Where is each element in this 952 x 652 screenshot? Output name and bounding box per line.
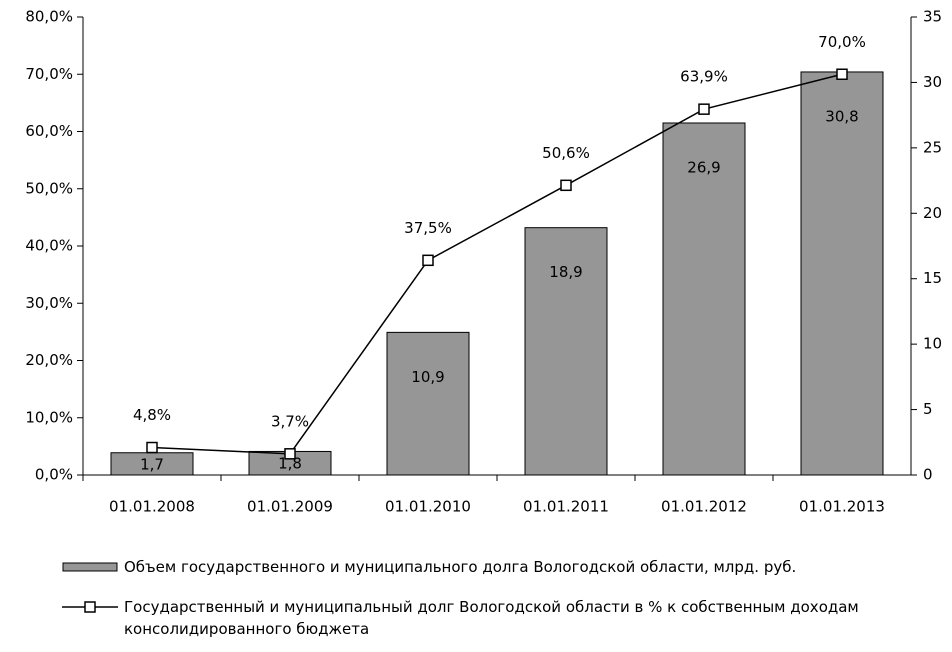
- y2-tick-label: 35: [923, 8, 942, 26]
- legend-label: Государственный и муниципальный долг Вол…: [124, 598, 859, 638]
- line-marker: [560, 179, 572, 192]
- line-value-label: 50,6%: [542, 144, 590, 162]
- y2-tick-label: 25: [923, 138, 942, 156]
- bar-value-label: 18,9: [549, 263, 582, 281]
- legend-label: Объем государственного и муниципального …: [124, 558, 797, 576]
- y-tick-label: 40,0%: [25, 237, 73, 255]
- y2-tick-label: 15: [923, 269, 942, 287]
- line-marker: [422, 254, 434, 267]
- y-tick-label: 30,0%: [25, 294, 73, 312]
- bar: [800, 71, 884, 476]
- y-tick-label: 70,0%: [25, 65, 73, 83]
- y-tick-label: 80,0%: [25, 8, 73, 26]
- x-tick-label: 01.01.2012: [661, 498, 747, 516]
- y2-tick-label: 30: [923, 73, 942, 91]
- x-tick-label: 01.01.2011: [523, 498, 609, 516]
- bar-value-label: 1,7: [140, 455, 164, 473]
- y-tick-label: 20,0%: [25, 351, 73, 369]
- line: [151, 73, 843, 455]
- bar-value-label: 10,9: [411, 368, 444, 386]
- bar: [662, 122, 746, 476]
- bar-value-label: 26,9: [687, 158, 720, 176]
- bar-value-label: 30,8: [825, 107, 858, 125]
- y-tick-label: 10,0%: [25, 408, 73, 426]
- y2-tick-label: 20: [923, 204, 942, 222]
- bar-value-label: 1,8: [278, 455, 302, 473]
- x-tick-label: 01.01.2009: [247, 498, 333, 516]
- bar: [386, 331, 470, 476]
- y2-tick-label: 5: [923, 400, 933, 418]
- legend-swatch: [62, 562, 118, 572]
- line-marker: [146, 441, 158, 454]
- x-tick-label: 01.01.2013: [799, 498, 885, 516]
- y2-tick-label: 0: [923, 466, 933, 484]
- line-marker: [698, 103, 710, 115]
- line-value-label: 37,5%: [404, 219, 452, 237]
- line-marker: [284, 448, 296, 460]
- line-value-label: 70,0%: [818, 33, 866, 51]
- x-tick-label: 01.01.2010: [385, 498, 471, 516]
- y-tick-label: 60,0%: [25, 122, 73, 140]
- line-value-label: 63,9%: [680, 68, 728, 86]
- y2-tick-label: 10: [923, 335, 942, 353]
- bar: [524, 227, 608, 476]
- y-tick-label: 0,0%: [35, 466, 73, 484]
- x-tick-label: 01.01.2008: [109, 498, 195, 516]
- y-tick-label: 50,0%: [25, 179, 73, 197]
- line-value-label: 4,8%: [133, 406, 171, 424]
- legend-swatch: [62, 601, 118, 613]
- line-marker: [836, 68, 848, 80]
- line-value-label: 3,7%: [271, 412, 309, 430]
